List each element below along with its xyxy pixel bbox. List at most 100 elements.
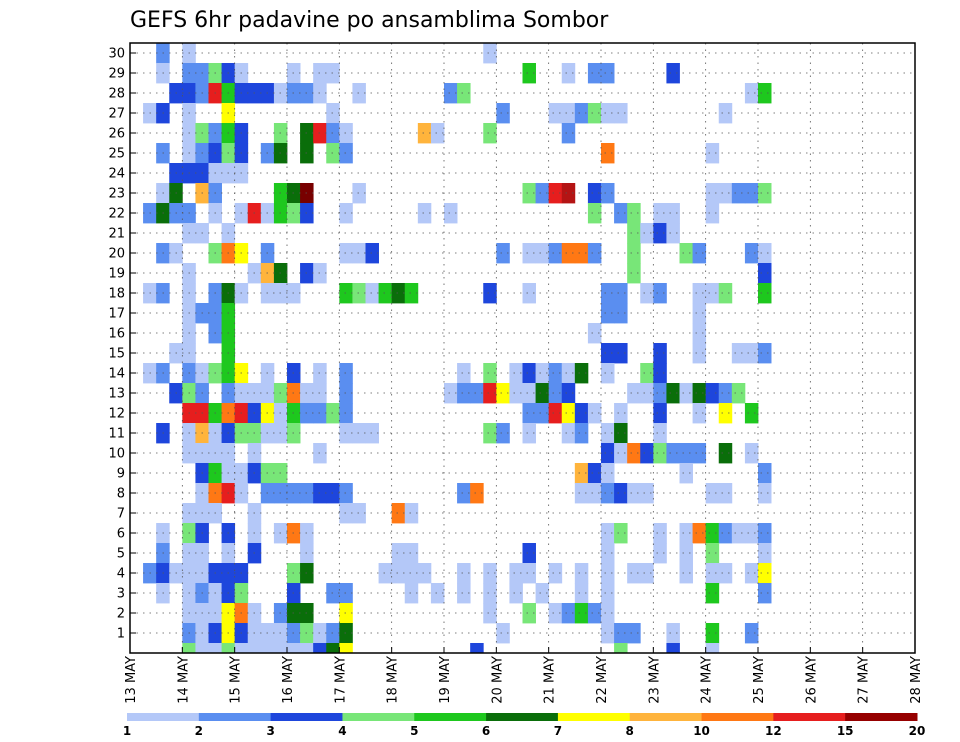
heatmap-cell bbox=[666, 623, 680, 644]
heatmap-cell bbox=[313, 643, 327, 654]
heatmap-cell bbox=[457, 83, 471, 104]
heatmap-cell bbox=[574, 243, 589, 264]
heatmap-cell bbox=[627, 203, 641, 224]
heatmap-cell bbox=[378, 283, 393, 304]
heatmap-cell bbox=[614, 623, 628, 644]
heatmap-cell bbox=[705, 183, 720, 204]
heatmap-cell bbox=[666, 383, 680, 404]
heatmap-cell bbox=[574, 563, 589, 584]
heatmap-cell bbox=[718, 403, 733, 424]
heatmap-cell bbox=[601, 463, 615, 484]
heatmap-cell bbox=[260, 643, 275, 654]
y-tick-label: 18 bbox=[108, 287, 125, 302]
heatmap-cell bbox=[352, 423, 366, 444]
y-tick-label: 4 bbox=[117, 567, 125, 582]
legend-swatch bbox=[198, 713, 272, 721]
heatmap-cell bbox=[601, 343, 615, 364]
legend-label: 2 bbox=[195, 724, 203, 738]
heatmap-cell bbox=[561, 363, 576, 384]
heatmap-cell bbox=[365, 243, 379, 264]
heatmap-cell bbox=[692, 383, 707, 404]
y-tick-label: 1 bbox=[117, 627, 125, 642]
heatmap-cell bbox=[614, 483, 628, 504]
heatmap-cell bbox=[457, 363, 471, 384]
heatmap-cell bbox=[666, 223, 680, 244]
heatmap-cell bbox=[718, 563, 733, 584]
heatmap-cell bbox=[705, 523, 720, 544]
legend-label: 12 bbox=[765, 724, 782, 738]
y-tick-label: 9 bbox=[117, 467, 125, 482]
heatmap-cell bbox=[457, 583, 471, 604]
x-axis-ticks: 13 MAY 14 MAY 15 MAY 16 MAY 17 MAY 18 MAY 19 M… bbox=[124, 647, 924, 704]
heatmap-cell bbox=[509, 583, 523, 604]
y-tick-label: 29 bbox=[108, 67, 125, 82]
y-tick-label: 23 bbox=[108, 187, 125, 202]
heatmap-cell bbox=[273, 643, 288, 654]
heatmap-cell bbox=[692, 303, 707, 324]
heatmap-cell bbox=[679, 523, 693, 544]
y-tick-label: 17 bbox=[108, 307, 125, 322]
heatmap-cell bbox=[705, 203, 720, 224]
heatmap-cell bbox=[758, 343, 772, 364]
legend-swatch bbox=[270, 713, 343, 721]
heatmap-cell bbox=[587, 483, 602, 504]
heatmap-cell bbox=[522, 403, 536, 424]
heatmap-cell bbox=[627, 383, 641, 404]
heatmap-cell bbox=[601, 143, 615, 164]
heatmap-cell bbox=[653, 443, 667, 464]
legend-label: 7 bbox=[554, 724, 562, 738]
heatmap-cell bbox=[430, 123, 445, 144]
heatmap-cell bbox=[679, 543, 693, 564]
y-tick-label: 24 bbox=[108, 167, 125, 182]
heatmap-cell bbox=[522, 283, 536, 304]
y-tick-label: 15 bbox=[108, 347, 125, 362]
heatmap-cell bbox=[574, 363, 589, 384]
heatmap-cell bbox=[601, 603, 615, 624]
heatmap-cell bbox=[758, 583, 772, 604]
heatmap-cell bbox=[561, 183, 576, 204]
heatmap-cell bbox=[352, 283, 366, 304]
heatmap-cell bbox=[339, 123, 353, 144]
heatmap-cell bbox=[444, 83, 458, 104]
heatmap-cell bbox=[692, 523, 707, 544]
heatmap-cell bbox=[339, 283, 353, 304]
heatmap-cell bbox=[614, 443, 628, 464]
heatmap-cell bbox=[522, 243, 536, 264]
heatmap-cell bbox=[522, 423, 536, 444]
x-tick-label: 28 MAY bbox=[909, 656, 924, 704]
legend-swatch bbox=[127, 713, 200, 721]
heatmap-cell bbox=[483, 283, 497, 304]
heatmap-cell bbox=[705, 643, 720, 654]
heatmap-cell bbox=[496, 243, 510, 264]
heatmap-cell bbox=[444, 203, 458, 224]
heatmap-cell bbox=[587, 63, 602, 84]
heatmap-cell bbox=[758, 243, 772, 264]
heatmap-cell bbox=[221, 643, 236, 654]
heatmap-cell bbox=[548, 243, 563, 264]
heatmap-cell bbox=[483, 563, 497, 584]
heatmap-cell bbox=[640, 563, 654, 584]
heatmap-cell bbox=[614, 203, 628, 224]
heatmap-cell bbox=[574, 583, 589, 604]
heatmap-cell bbox=[627, 443, 641, 464]
heatmap-cell bbox=[744, 343, 759, 364]
heatmap-cell bbox=[705, 383, 720, 404]
x-tick-label: 25 MAY bbox=[752, 656, 767, 704]
heatmap-cell bbox=[614, 643, 628, 654]
heatmap-cell bbox=[535, 403, 550, 424]
heatmap-cell bbox=[692, 323, 707, 344]
heatmap-cell bbox=[535, 183, 550, 204]
heatmap-cell bbox=[483, 583, 497, 604]
heatmap-cell bbox=[561, 103, 576, 124]
heatmap-cell bbox=[587, 203, 602, 224]
heatmap-cell bbox=[731, 383, 746, 404]
y-tick-label: 28 bbox=[108, 87, 125, 102]
y-tick-label: 5 bbox=[117, 547, 125, 562]
heatmap-cell bbox=[339, 643, 353, 654]
heatmap-cell bbox=[522, 543, 536, 564]
legend-label: 10 bbox=[693, 724, 710, 738]
heatmap-cell bbox=[744, 563, 759, 584]
heatmap-cell bbox=[561, 243, 576, 264]
heatmap-cell bbox=[208, 643, 222, 654]
